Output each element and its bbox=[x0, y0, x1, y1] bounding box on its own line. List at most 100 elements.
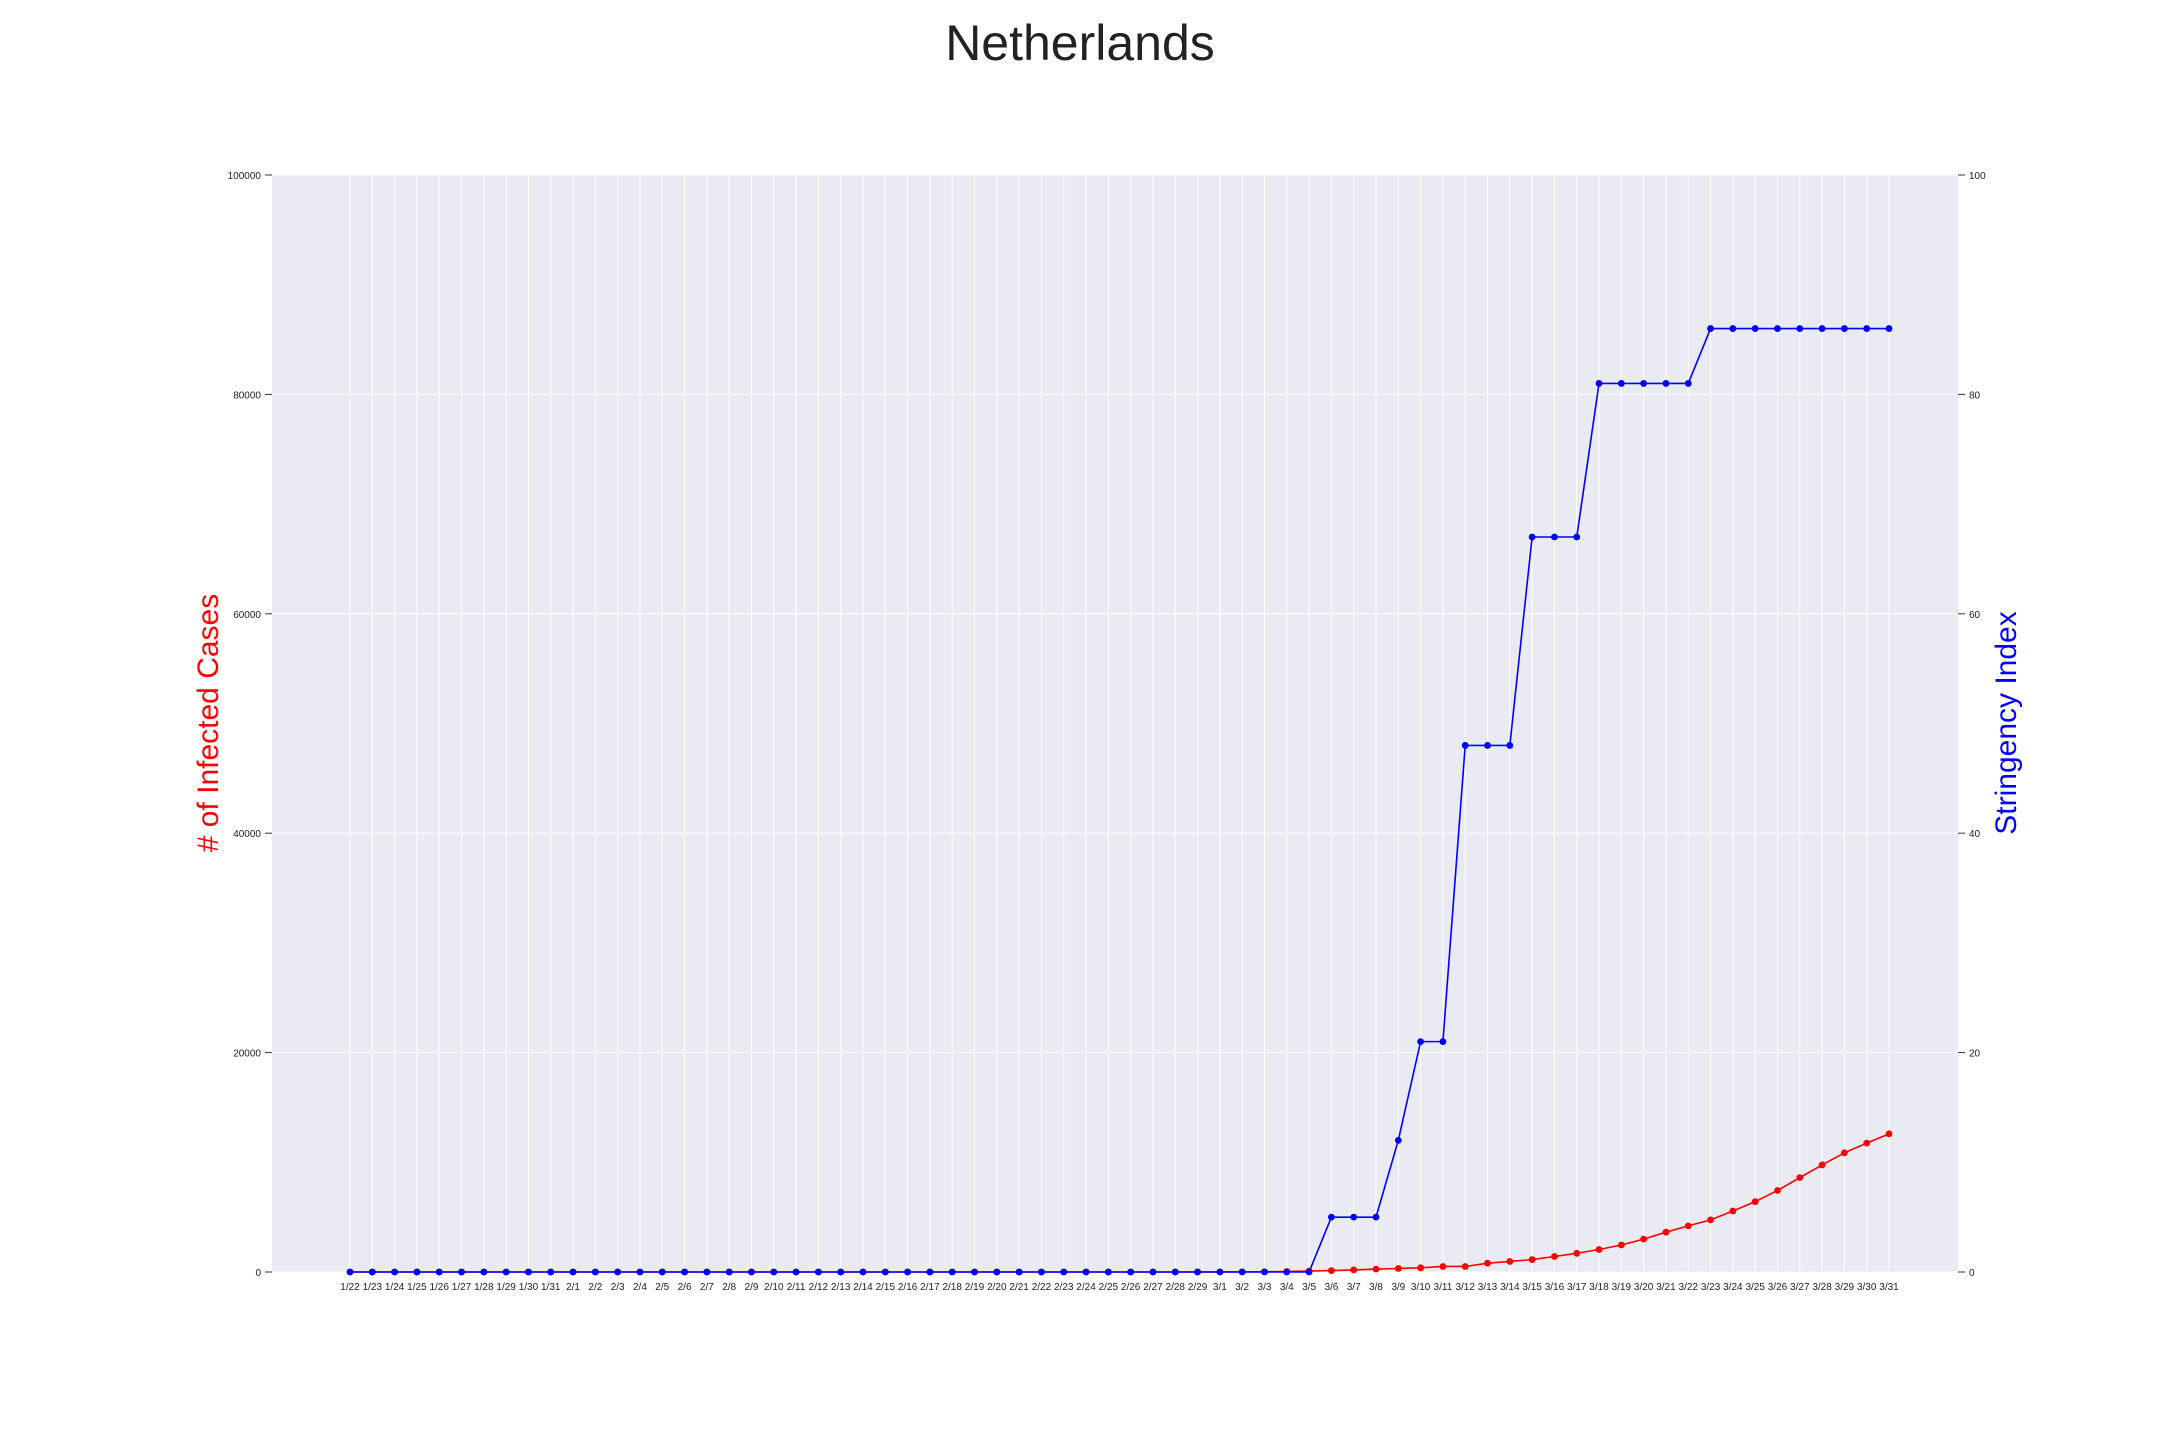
x-tick-label: 2/19 bbox=[965, 1282, 985, 1293]
x-tick-label: 3/30 bbox=[1857, 1282, 1877, 1293]
infected-cases-point bbox=[1707, 1216, 1714, 1224]
y-axis-label-right: Stringency Index bbox=[1990, 611, 2023, 834]
infected-cases-point bbox=[1327, 1267, 1335, 1274]
left-tick-label: 20000 bbox=[233, 1049, 261, 1060]
infected-cases-point bbox=[1484, 1259, 1491, 1267]
stringency-index-point bbox=[926, 1268, 934, 1276]
stringency-index-point bbox=[1216, 1268, 1224, 1276]
infected-cases-point bbox=[1796, 1174, 1804, 1182]
x-tick-label: 2/29 bbox=[1188, 1282, 1208, 1293]
right-tick-label: 80 bbox=[1969, 390, 1981, 401]
stringency-index-point bbox=[1617, 380, 1625, 387]
x-tick-label: 2/22 bbox=[1032, 1282, 1052, 1293]
stringency-index-point bbox=[1484, 742, 1491, 749]
stringency-index-point bbox=[971, 1268, 978, 1276]
stringency-index-point bbox=[1640, 380, 1648, 387]
stringency-index-point bbox=[1149, 1268, 1157, 1276]
stringency-index-point bbox=[948, 1268, 956, 1276]
stringency-index-point bbox=[1194, 1268, 1201, 1276]
stringency-index-point bbox=[391, 1268, 399, 1276]
infected-cases-point bbox=[1617, 1241, 1625, 1249]
right-tick-label: 0 bbox=[1969, 1268, 1975, 1279]
x-tick-label: 3/11 bbox=[1434, 1282, 1453, 1293]
x-tick-label: 3/28 bbox=[1812, 1282, 1832, 1293]
x-tick-label: 2/27 bbox=[1143, 1282, 1163, 1293]
x-tick-label: 3/2 bbox=[1235, 1282, 1249, 1293]
stringency-index-point bbox=[1506, 742, 1514, 749]
x-tick-label: 2/2 bbox=[588, 1282, 602, 1293]
stringency-index-point bbox=[1573, 533, 1581, 541]
x-tick-label: 3/12 bbox=[1455, 1282, 1475, 1293]
x-tick-label: 2/13 bbox=[831, 1282, 851, 1293]
infected-cases-point bbox=[1818, 1161, 1826, 1169]
infected-cases-point bbox=[1640, 1235, 1648, 1243]
stringency-index-point bbox=[591, 1268, 599, 1276]
stringency-index-point bbox=[658, 1268, 666, 1276]
right-tick-label: 40 bbox=[1969, 829, 1981, 840]
stringency-index-point bbox=[1127, 1268, 1135, 1276]
x-tick-label: 3/3 bbox=[1258, 1282, 1272, 1293]
left-tick-label: 0 bbox=[255, 1268, 261, 1279]
stringency-index-point bbox=[1707, 325, 1714, 332]
left-tick-label: 80000 bbox=[233, 390, 261, 401]
stringency-index-point bbox=[859, 1268, 867, 1276]
stringency-index-point bbox=[1461, 742, 1469, 749]
stringency-index-point bbox=[1439, 1038, 1447, 1046]
x-tick-label: 3/7 bbox=[1347, 1282, 1361, 1293]
x-tick-label: 1/31 bbox=[541, 1282, 561, 1293]
x-tick-label: 3/9 bbox=[1391, 1282, 1405, 1293]
infected-cases-point bbox=[1528, 1256, 1536, 1263]
x-tick-label: 2/12 bbox=[809, 1282, 829, 1293]
x-tick-label: 2/5 bbox=[655, 1282, 669, 1293]
stringency-index-point bbox=[525, 1268, 532, 1276]
stringency-index-point bbox=[636, 1268, 644, 1276]
stringency-index-point bbox=[368, 1268, 376, 1276]
x-tick-label: 2/8 bbox=[722, 1282, 736, 1293]
stringency-index-point bbox=[346, 1268, 354, 1276]
stringency-index-point bbox=[837, 1268, 845, 1276]
plot-area bbox=[272, 175, 1958, 1272]
stringency-index-point bbox=[703, 1268, 711, 1276]
x-tick-label: 2/6 bbox=[678, 1282, 692, 1293]
x-tick-label: 2/4 bbox=[633, 1282, 647, 1293]
x-tick-label: 3/18 bbox=[1589, 1282, 1609, 1293]
stringency-index-point bbox=[1840, 325, 1848, 332]
right-tick-label: 100 bbox=[1969, 171, 1986, 182]
x-tick-label: 2/14 bbox=[853, 1282, 873, 1293]
x-tick-label: 2/20 bbox=[987, 1282, 1007, 1293]
infected-cases-point bbox=[1595, 1246, 1603, 1253]
infected-cases-point bbox=[1461, 1263, 1469, 1270]
right-y-axis: 0 20 40 60 80 100 bbox=[1958, 171, 1986, 1279]
stringency-index-point bbox=[502, 1268, 510, 1276]
x-tick-label: 2/16 bbox=[898, 1282, 918, 1293]
x-tick-label: 3/20 bbox=[1634, 1282, 1654, 1293]
x-tick-label: 3/6 bbox=[1324, 1282, 1338, 1293]
infected-cases-point bbox=[1684, 1222, 1692, 1230]
x-tick-label: 2/11 bbox=[787, 1282, 806, 1293]
stringency-index-point bbox=[1662, 380, 1670, 387]
stringency-index-point bbox=[1082, 1268, 1090, 1276]
infected-cases-point bbox=[1506, 1258, 1514, 1265]
stringency-index-point bbox=[413, 1268, 421, 1276]
x-tick-label: 3/8 bbox=[1369, 1282, 1383, 1293]
vertical-gridlines bbox=[349, 175, 1890, 1272]
stringency-index-point bbox=[1751, 325, 1759, 332]
stringency-index-point bbox=[1394, 1136, 1402, 1144]
x-tick-label: 3/4 bbox=[1280, 1282, 1294, 1293]
right-tick-label: 60 bbox=[1969, 610, 1981, 621]
x-tick-label: 2/7 bbox=[700, 1282, 714, 1293]
x-tick-label: 1/30 bbox=[519, 1282, 539, 1293]
stringency-index-point bbox=[1104, 1268, 1112, 1276]
x-tick-label: 3/5 bbox=[1302, 1282, 1316, 1293]
infected-cases-point bbox=[1751, 1198, 1759, 1206]
y-axis-label-left: # of Infected Cases bbox=[192, 594, 225, 853]
stringency-index-point bbox=[1595, 380, 1603, 387]
stringency-index-point bbox=[1327, 1213, 1335, 1221]
x-tick-label: 2/17 bbox=[920, 1282, 940, 1293]
infected-cases-point bbox=[1372, 1265, 1380, 1273]
x-tick-label: 1/28 bbox=[474, 1282, 494, 1293]
infected-cases-point bbox=[1885, 1130, 1893, 1138]
stringency-index-point bbox=[1238, 1268, 1246, 1276]
x-tick-label: 3/24 bbox=[1723, 1282, 1743, 1293]
